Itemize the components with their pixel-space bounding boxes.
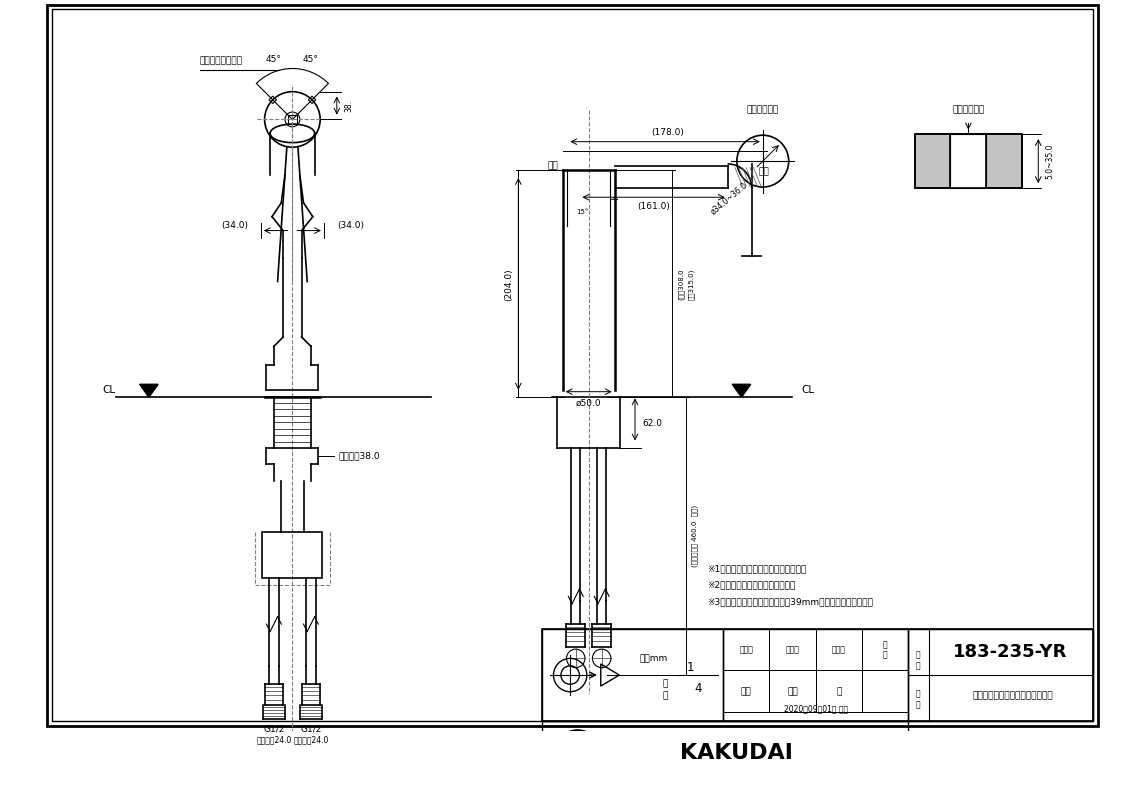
Bar — [919, 134, 924, 188]
Bar — [1005, 134, 1010, 188]
Bar — [915, 134, 1021, 188]
Bar — [933, 134, 938, 188]
Bar — [908, 629, 1093, 721]
Text: 1: 1 — [687, 661, 694, 674]
Text: (34.0): (34.0) — [221, 220, 248, 230]
Bar — [996, 134, 1001, 188]
Text: G1/2: G1/2 — [263, 724, 285, 733]
Text: ※1　（　）内寸法は参考寸法である。: ※1 （ ）内寸法は参考寸法である。 — [708, 564, 806, 573]
Text: ø50.0: ø50.0 — [576, 398, 601, 407]
Text: 六角対辺24.0: 六角対辺24.0 — [256, 735, 292, 744]
Bar — [769, 629, 815, 671]
Text: G1/2: G1/2 — [300, 724, 322, 733]
Text: CL: CL — [802, 385, 815, 394]
Text: 六角対辺24.0: 六角対辺24.0 — [293, 735, 329, 744]
Text: 天板締付範囲: 天板締付範囲 — [953, 106, 985, 114]
Text: 六角対辺38.0: 六角対辺38.0 — [339, 451, 380, 460]
Bar — [543, 629, 722, 721]
Bar — [543, 721, 908, 784]
Text: 名: 名 — [916, 700, 921, 709]
Bar — [815, 629, 862, 671]
Bar — [915, 134, 1021, 188]
Bar — [924, 134, 929, 188]
Text: (取付面より 460.0  管端): (取付面より 460.0 管端) — [692, 505, 698, 567]
Text: 承　認: 承 認 — [831, 645, 846, 655]
Text: 天板取付穴径: 天板取付穴径 — [747, 106, 779, 114]
Text: 山田: 山田 — [787, 687, 798, 696]
Bar — [722, 671, 769, 712]
Bar — [862, 671, 908, 712]
Text: 2020年09月01日 作成: 2020年09月01日 作成 — [783, 704, 847, 713]
Text: 度: 度 — [663, 691, 669, 700]
Text: ※3　ブレードホースは曲げ半径39mm以上を確保すること。: ※3 ブレードホースは曲げ半径39mm以上を確保すること。 — [708, 597, 874, 607]
Text: 62.0: 62.0 — [642, 419, 663, 428]
Text: シングルレバー混合栓（トール）: シングルレバー混合栓（トール） — [972, 691, 1053, 700]
Bar — [815, 671, 862, 712]
Text: KAKUDAI: KAKUDAI — [680, 742, 793, 763]
Text: 45°: 45° — [303, 54, 318, 64]
Text: 4: 4 — [694, 682, 702, 695]
Bar — [1019, 134, 1024, 188]
Text: 45°: 45° — [266, 54, 282, 64]
Text: ハンドル回転角度: ハンドル回転角度 — [199, 57, 243, 65]
Text: 5.0~35.0: 5.0~35.0 — [1045, 144, 1055, 179]
Text: CL: CL — [103, 385, 116, 394]
Bar — [942, 134, 948, 188]
Polygon shape — [563, 740, 582, 761]
Text: 品
番: 品 番 — [883, 641, 887, 660]
Bar — [1001, 134, 1005, 188]
Text: 止水315.0): 止水315.0) — [688, 268, 694, 300]
Text: 尺: 尺 — [663, 680, 669, 689]
Polygon shape — [574, 740, 592, 761]
Text: (全高308.0: (全高308.0 — [678, 268, 685, 300]
Text: (161.0): (161.0) — [637, 202, 670, 211]
Polygon shape — [733, 384, 751, 397]
Bar — [950, 134, 986, 188]
Bar — [543, 629, 1093, 721]
Text: 吐水: 吐水 — [758, 168, 769, 177]
Bar — [929, 134, 933, 188]
Bar — [938, 134, 942, 188]
Text: 15°: 15° — [576, 209, 589, 215]
Bar — [1014, 134, 1019, 188]
Text: (34.0): (34.0) — [337, 220, 364, 230]
Bar — [862, 629, 908, 671]
Text: 祝: 祝 — [836, 687, 842, 696]
Bar — [992, 134, 996, 188]
Text: 品: 品 — [916, 689, 921, 698]
Text: 183-235-YR: 183-235-YR — [953, 643, 1067, 661]
Text: 38.: 38. — [345, 99, 354, 111]
Bar — [722, 629, 769, 671]
Text: (204.0): (204.0) — [504, 268, 513, 301]
Text: ø34.0~36.0: ø34.0~36.0 — [709, 180, 750, 216]
Text: 黒崎: 黒崎 — [741, 687, 751, 696]
Text: 番: 番 — [916, 661, 921, 671]
Bar — [287, 115, 297, 124]
Text: (178.0): (178.0) — [652, 128, 684, 137]
Bar — [1010, 134, 1014, 188]
Bar — [948, 134, 953, 188]
Bar — [908, 629, 1093, 675]
Text: 検　図: 検 図 — [785, 645, 799, 655]
Bar — [722, 629, 908, 721]
Text: 品: 品 — [916, 650, 921, 659]
Text: 止水: 止水 — [547, 161, 558, 170]
Text: ※2　止水栓を必ず設置すること。: ※2 止水栓を必ず設置すること。 — [708, 581, 796, 589]
Bar — [769, 671, 815, 712]
Text: 製　図: 製 図 — [740, 645, 753, 655]
Bar — [986, 134, 992, 188]
Text: 単位mm: 単位mm — [639, 654, 668, 663]
Polygon shape — [140, 384, 158, 397]
Bar — [915, 134, 919, 188]
Bar — [262, 532, 323, 578]
